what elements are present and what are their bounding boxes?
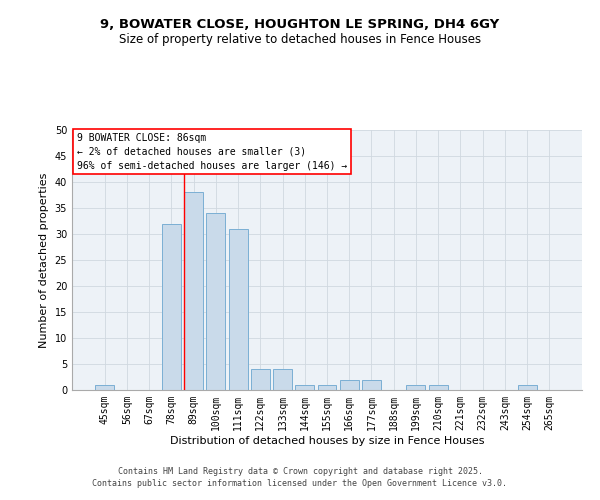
Bar [273,369,292,390]
Bar [518,385,536,390]
Bar [184,192,203,390]
Y-axis label: Number of detached properties: Number of detached properties [39,172,49,348]
Bar [295,385,314,390]
Bar [229,229,248,390]
Bar [340,380,359,390]
Bar [95,385,114,390]
Bar [406,385,425,390]
Bar [362,380,381,390]
Bar [429,385,448,390]
Bar [251,369,270,390]
Bar [317,385,337,390]
Bar [206,213,225,390]
Text: Size of property relative to detached houses in Fence Houses: Size of property relative to detached ho… [119,32,481,46]
X-axis label: Distribution of detached houses by size in Fence Houses: Distribution of detached houses by size … [170,436,484,446]
Text: 9 BOWATER CLOSE: 86sqm
← 2% of detached houses are smaller (3)
96% of semi-detac: 9 BOWATER CLOSE: 86sqm ← 2% of detached … [77,132,347,170]
Bar [162,224,181,390]
Text: Contains HM Land Registry data © Crown copyright and database right 2025.
Contai: Contains HM Land Registry data © Crown c… [92,466,508,487]
Text: 9, BOWATER CLOSE, HOUGHTON LE SPRING, DH4 6GY: 9, BOWATER CLOSE, HOUGHTON LE SPRING, DH… [100,18,500,30]
